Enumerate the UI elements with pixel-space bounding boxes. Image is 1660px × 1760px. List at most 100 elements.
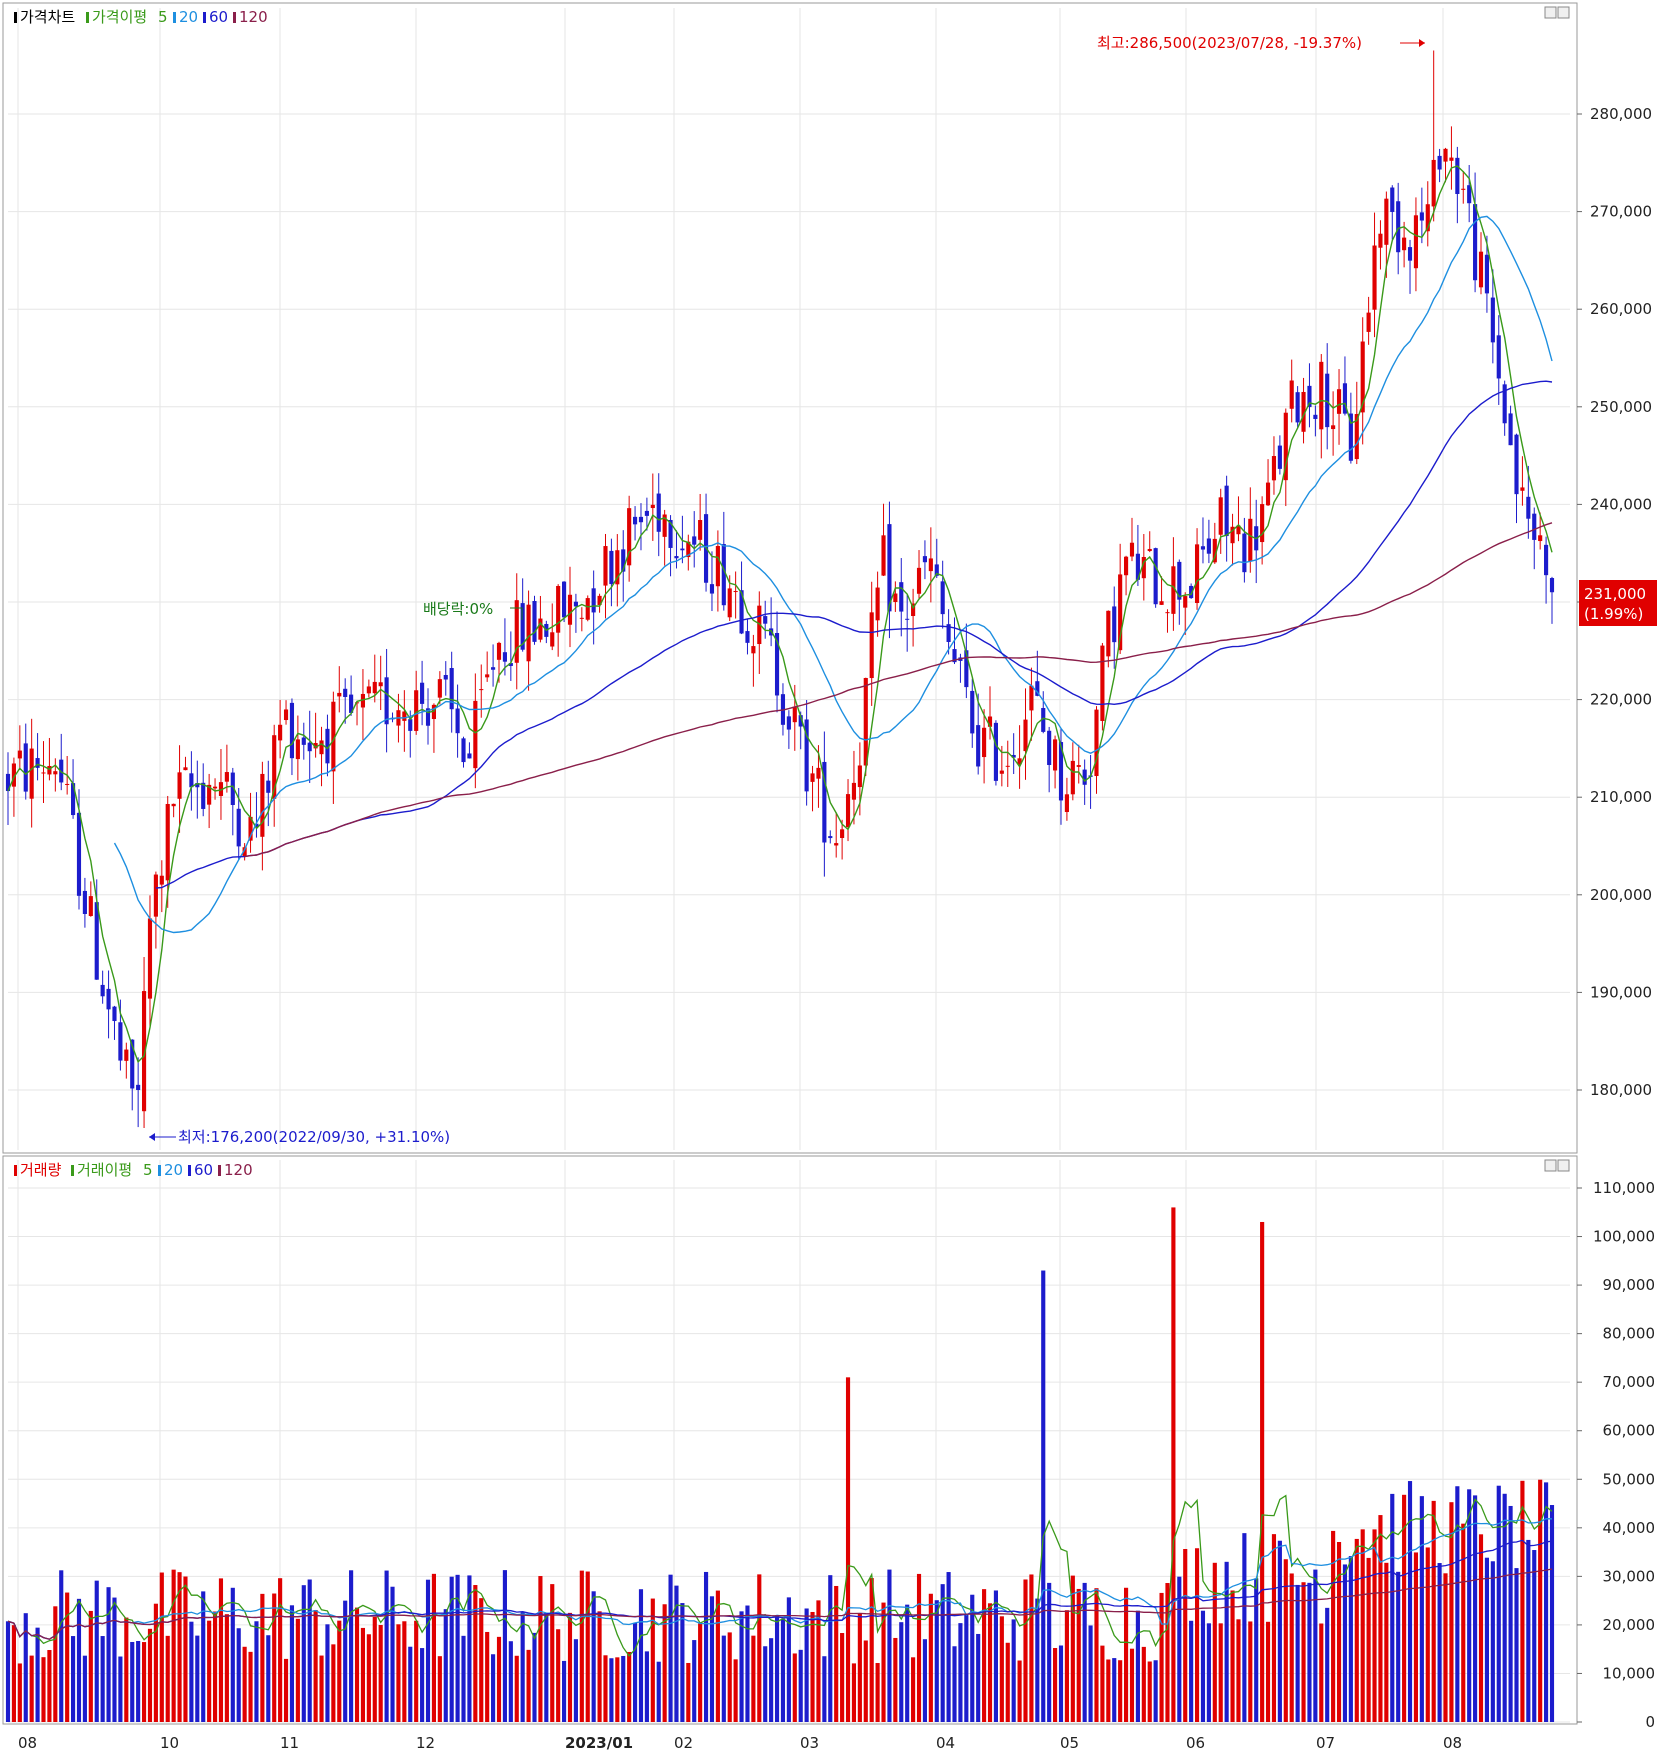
candle-body — [473, 700, 478, 769]
volume-bar — [686, 1662, 691, 1722]
volume-bar — [1455, 1486, 1460, 1722]
volume-bar — [467, 1575, 472, 1722]
volume-bar — [1248, 1621, 1253, 1722]
candle-body — [201, 782, 206, 809]
volume-bar — [733, 1659, 738, 1722]
candle-body — [881, 535, 886, 576]
candles — [5, 50, 1555, 1129]
volume-bar — [390, 1586, 395, 1722]
candle-body — [934, 564, 939, 576]
candle-body — [1129, 542, 1135, 557]
candle-body — [1443, 148, 1448, 162]
volume-bar — [958, 1623, 963, 1722]
volume-bar — [118, 1656, 123, 1722]
candle-body — [845, 794, 851, 827]
volume-bar — [360, 1627, 366, 1722]
volume-bar — [934, 1600, 939, 1722]
volume-bar — [343, 1600, 348, 1722]
candle-body — [1484, 254, 1489, 294]
candle-body — [668, 519, 673, 548]
volume-bar — [1064, 1610, 1069, 1722]
x-axis-label: 08 — [1443, 1734, 1462, 1752]
volume-bar — [1212, 1562, 1217, 1722]
volume-moving-averages — [7, 1494, 1553, 1657]
x-axis-label: 08 — [18, 1734, 37, 1752]
candle-body — [1123, 556, 1129, 576]
volume-bar — [431, 1573, 437, 1722]
candle-body — [65, 783, 70, 785]
candle-body — [816, 767, 821, 779]
candle-body — [1360, 341, 1365, 413]
volume-bar — [1070, 1575, 1075, 1722]
volume-bar — [1366, 1557, 1371, 1722]
candle-body — [301, 737, 306, 745]
candle-body — [414, 690, 419, 731]
candle-body — [88, 896, 93, 916]
volume-bar — [396, 1624, 401, 1722]
price-panel-close-button[interactable] — [1557, 6, 1570, 19]
candle-body — [786, 716, 791, 730]
candle-body — [1236, 525, 1241, 535]
low-annotation: 최저:176,200(2022/09/30, +31.10%) — [178, 1128, 450, 1146]
volume-bar — [414, 1620, 419, 1722]
volume-bar — [136, 1640, 141, 1722]
volume-bar — [804, 1608, 809, 1722]
legend-swatch — [14, 12, 17, 23]
price-ma-20-line — [113, 215, 1553, 934]
candle-body — [349, 694, 354, 713]
volume-bar — [349, 1570, 354, 1722]
volume-bar — [644, 1651, 649, 1722]
candle-body — [828, 836, 833, 839]
volume-bar — [905, 1604, 910, 1722]
volume-bar — [792, 1653, 797, 1722]
candle-body — [1183, 596, 1188, 608]
legend-label: 60 — [194, 1161, 213, 1179]
candle-body — [1200, 546, 1206, 550]
candle-body — [313, 743, 318, 749]
volume-bar — [1496, 1485, 1501, 1722]
candle-body — [982, 727, 987, 758]
volume-bar — [579, 1570, 584, 1722]
candle-body — [1076, 765, 1081, 767]
candle-body — [1348, 413, 1353, 461]
volume-bar — [627, 1651, 632, 1722]
volume-bar — [1106, 1659, 1111, 1722]
volume-bar — [1194, 1548, 1200, 1722]
candle-body — [1260, 504, 1265, 543]
legend-swatch — [14, 1165, 17, 1176]
candle-body — [698, 520, 703, 540]
candle-body — [1135, 553, 1140, 580]
candle-body — [189, 773, 194, 788]
candle-body — [100, 984, 105, 997]
volume-bar — [727, 1632, 732, 1722]
candle-body — [1242, 533, 1247, 573]
volume-bar — [1159, 1592, 1164, 1722]
volume-panel-minimize-button[interactable] — [1544, 1159, 1557, 1172]
candle-body — [23, 743, 28, 792]
volume-panel-close-button[interactable] — [1557, 1159, 1570, 1172]
high-annotation: 최고:286,500(2023/07/28, -19.37%) — [1097, 34, 1362, 52]
candle-body — [331, 701, 336, 772]
candle-body — [1064, 794, 1069, 813]
volume-bar — [443, 1609, 448, 1722]
candle-body — [644, 510, 649, 516]
x-axis-label: 2023/01 — [565, 1734, 633, 1752]
candle-body — [283, 709, 289, 721]
candle-body — [922, 556, 928, 563]
x-axis-label: 03 — [800, 1734, 819, 1752]
price-panel-minimize-button[interactable] — [1544, 6, 1557, 19]
volume-axis-label: 20,000 — [1603, 1616, 1656, 1634]
volume-bar — [1413, 1552, 1419, 1722]
candle-body — [928, 558, 933, 572]
candle-body — [218, 782, 224, 796]
candle-body — [621, 549, 626, 572]
volume-bar — [260, 1593, 265, 1722]
candle-body — [41, 772, 46, 774]
candle-body — [1082, 769, 1087, 785]
candle-body — [993, 722, 998, 781]
volume-bar — [212, 1611, 218, 1722]
candle-body — [727, 588, 732, 618]
volume-bar — [1094, 1588, 1099, 1722]
